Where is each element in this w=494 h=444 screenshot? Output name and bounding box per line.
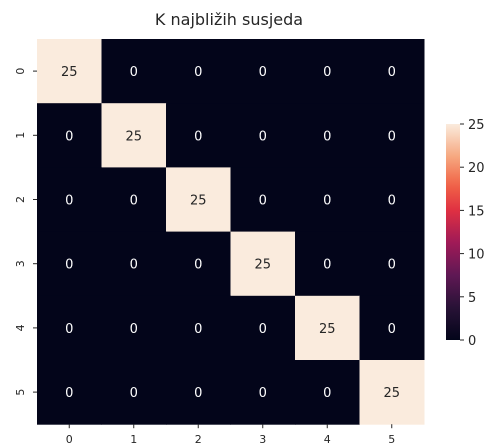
heatmap-cell xyxy=(295,103,360,168)
heatmap-cell xyxy=(359,39,425,104)
heatmap-cell xyxy=(101,231,167,297)
heatmap-cell xyxy=(295,295,360,361)
heatmap-cell xyxy=(166,360,231,425)
cell-value-label: 0 xyxy=(388,65,396,80)
cell-value-label: 0 xyxy=(65,386,73,401)
cell-value-label: 0 xyxy=(65,258,73,273)
y-tick-label: 3 xyxy=(14,260,27,267)
cell-value-label: 0 xyxy=(323,386,331,401)
cell-value-label: 0 xyxy=(65,194,73,209)
cell-value-label: 0 xyxy=(388,322,396,337)
colorbar-gradient xyxy=(446,124,460,340)
heatmap-cell xyxy=(101,103,167,168)
cell-value-label: 0 xyxy=(259,386,267,401)
cell-value-label: 0 xyxy=(130,386,138,401)
cell-value-label: 0 xyxy=(388,129,396,144)
heatmap-cell xyxy=(230,295,296,361)
cell-value-label: 0 xyxy=(130,258,138,273)
heatmap-cell xyxy=(166,103,231,168)
heatmap-cell xyxy=(359,167,425,233)
chart-title: K najbližih susjeda xyxy=(155,10,303,29)
heatmap-cell xyxy=(166,39,231,104)
heatmap-cell xyxy=(37,360,102,425)
cell-value-label: 25 xyxy=(383,386,400,401)
heatmap-cell xyxy=(359,360,425,425)
colorbar-tick-label: 20 xyxy=(468,161,485,176)
heatmap-cell xyxy=(37,231,102,297)
cell-value-label: 0 xyxy=(194,322,202,337)
cell-value-label: 0 xyxy=(65,129,73,144)
cell-value-label: 0 xyxy=(130,65,138,80)
cell-value-label: 0 xyxy=(259,322,267,337)
y-axis: 0 1 2 3 4 5 xyxy=(14,68,37,396)
heatmap-cell xyxy=(37,295,102,361)
heatmap-cell xyxy=(230,167,296,233)
heatmap-cell xyxy=(295,231,360,297)
heatmap-cell xyxy=(230,103,296,168)
cell-value-label: 25 xyxy=(319,322,336,337)
cell-value-label: 0 xyxy=(388,194,396,209)
heatmap-cell xyxy=(37,167,102,233)
colorbar: 0 5 10 15 20 25 xyxy=(446,118,485,349)
colorbar-tick-label: 5 xyxy=(468,291,476,306)
y-tick-label: 1 xyxy=(14,132,27,139)
cell-value-label: 0 xyxy=(194,258,202,273)
colorbar-tick-label: 25 xyxy=(468,118,485,133)
heatmap-cell xyxy=(230,39,296,104)
cell-value-label: 0 xyxy=(130,322,138,337)
cell-value-label: 0 xyxy=(130,194,138,209)
cell-value-label: 0 xyxy=(323,194,331,209)
cell-value-label: 0 xyxy=(194,129,202,144)
cell-value-label: 25 xyxy=(190,194,207,209)
heatmap-cell xyxy=(101,167,167,233)
heatmap-cell xyxy=(359,103,425,168)
y-tick-label: 0 xyxy=(14,68,27,75)
colorbar-tick-label: 0 xyxy=(468,334,476,349)
heatmap-cell xyxy=(166,167,231,233)
heatmap-cell xyxy=(230,360,296,425)
heatmap-cell xyxy=(166,231,231,297)
cell-value-label: 0 xyxy=(323,65,331,80)
cell-value-label: 25 xyxy=(125,129,142,144)
y-tick-label: 5 xyxy=(14,389,27,396)
cell-value-label: 0 xyxy=(65,322,73,337)
cell-value-label: 0 xyxy=(194,386,202,401)
x-tick-label: 1 xyxy=(130,433,137,444)
x-tick-label: 5 xyxy=(388,433,395,444)
y-tick-label: 4 xyxy=(14,324,27,331)
x-tick-label: 0 xyxy=(66,433,73,444)
heatmap-cell xyxy=(359,295,425,361)
heatmap-cell xyxy=(295,39,360,104)
x-tick-label: 2 xyxy=(195,433,202,444)
cell-value-label: 0 xyxy=(194,65,202,80)
colorbar-tick-label: 10 xyxy=(468,248,485,263)
cell-value-label: 25 xyxy=(61,65,78,80)
cell-value-label: 0 xyxy=(323,129,331,144)
cell-value-label: 0 xyxy=(323,258,331,273)
y-tick-label: 2 xyxy=(14,196,27,203)
heatmap-cell xyxy=(101,39,167,104)
colorbar-tick-label: 15 xyxy=(468,204,485,219)
heatmap-cell xyxy=(295,167,360,233)
heatmap-cell xyxy=(101,295,167,361)
x-axis: 0 1 2 3 4 5 xyxy=(66,424,395,444)
cell-value-label: 0 xyxy=(388,258,396,273)
heatmap-cell xyxy=(37,39,102,104)
heatmap-cell xyxy=(295,360,360,425)
x-tick-label: 3 xyxy=(259,433,266,444)
heatmap-cell xyxy=(359,231,425,297)
heatmap-cell xyxy=(230,231,296,297)
heatmap-cell xyxy=(37,103,102,168)
heatmap-cell xyxy=(101,360,167,425)
heatmap-cells: 25 0 0 0 0 0 0 25 0 0 0 0 0 0 25 0 0 0 0 0 0 25 0 0 0 0 0 0 25 0 0 0 0 0 0… xyxy=(37,39,425,425)
x-tick-label: 4 xyxy=(324,433,331,444)
cell-value-label: 0 xyxy=(259,194,267,209)
cell-value-label: 25 xyxy=(254,258,271,273)
cell-value-label: 0 xyxy=(259,65,267,80)
heatmap-cell xyxy=(166,295,231,361)
cell-value-label: 0 xyxy=(259,129,267,144)
